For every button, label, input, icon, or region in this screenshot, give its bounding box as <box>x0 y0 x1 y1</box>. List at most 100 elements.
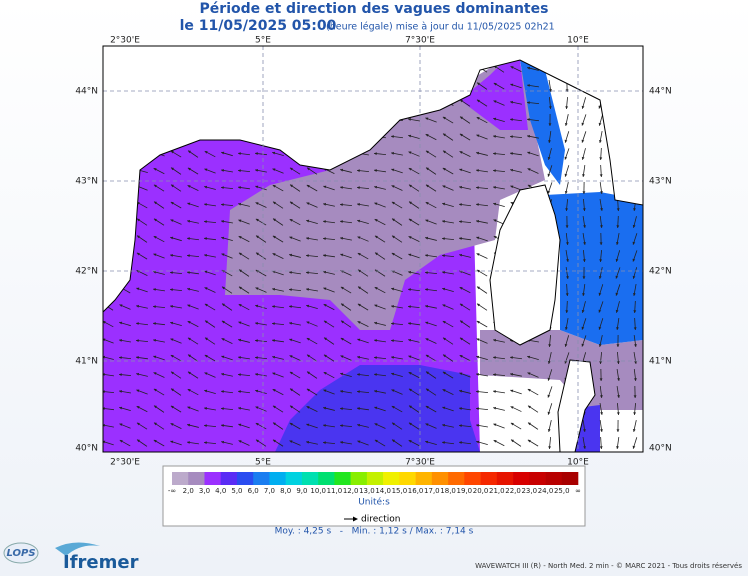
arrowhead <box>476 355 480 359</box>
arrowhead <box>459 372 463 376</box>
arrowhead <box>408 305 411 309</box>
arrowhead <box>493 236 497 239</box>
arrowhead <box>425 321 429 325</box>
arrowhead <box>633 378 637 381</box>
arrowhead <box>425 304 428 308</box>
arrowhead <box>204 441 207 445</box>
arrowhead <box>272 322 275 326</box>
arrowhead <box>340 253 344 257</box>
arrowhead <box>340 390 343 393</box>
sea-blue-east <box>545 192 643 345</box>
arrowhead <box>374 321 378 325</box>
arrowhead <box>565 208 569 211</box>
colorbar-cell <box>366 472 384 485</box>
arrowhead <box>255 406 259 410</box>
unit: Unité:s <box>358 497 390 508</box>
arrowhead <box>119 338 122 342</box>
arrowhead <box>634 361 637 364</box>
arrowhead <box>527 118 530 122</box>
arrowhead <box>119 321 123 325</box>
arrowhead <box>459 337 463 341</box>
arrowhead <box>306 219 310 223</box>
arrowhead <box>510 100 513 104</box>
arrowhead <box>616 225 620 228</box>
arrowhead <box>564 360 568 364</box>
arrowhead <box>340 338 344 341</box>
colorbar-cell <box>285 472 303 485</box>
arrowhead <box>323 270 327 274</box>
arrowhead <box>290 388 294 392</box>
arrowhead <box>459 203 462 207</box>
arrowhead <box>221 407 224 411</box>
arrowhead <box>238 373 241 377</box>
arrowhead <box>204 355 208 358</box>
arrowhead <box>425 254 428 257</box>
arrowhead <box>306 423 310 427</box>
arrowhead <box>171 167 175 171</box>
arrowhead <box>599 157 603 160</box>
arrowhead <box>289 355 293 358</box>
arrowhead <box>187 423 191 427</box>
arrowhead <box>633 412 637 415</box>
arrowhead <box>598 326 602 330</box>
arrowhead <box>632 293 636 296</box>
arrowhead <box>392 218 396 222</box>
arrowhead <box>527 389 531 392</box>
arrowhead <box>272 439 276 443</box>
arrowhead <box>238 202 242 206</box>
arrowhead <box>391 135 394 139</box>
arrowhead <box>527 151 531 155</box>
arrowhead <box>357 423 361 427</box>
arrowhead <box>565 310 569 313</box>
arrowhead <box>153 184 157 188</box>
arrowhead <box>598 343 602 347</box>
arrowhead <box>443 150 446 154</box>
arrowhead <box>476 321 480 324</box>
arrowhead <box>527 84 530 87</box>
arrowhead <box>598 309 602 313</box>
arrowhead <box>238 423 242 427</box>
arrowhead <box>103 355 106 359</box>
arrowhead <box>255 373 258 376</box>
arrowhead <box>187 304 191 308</box>
arrowhead <box>255 185 259 189</box>
arrowhead <box>255 287 259 290</box>
ifremer-logo: Ifremer <box>63 552 139 573</box>
arrowhead <box>137 439 141 443</box>
colorbar-label: 18,0 <box>440 487 456 495</box>
arrowhead <box>221 355 225 359</box>
colorbar-label: 21,0 <box>489 487 505 495</box>
arrowhead <box>633 327 637 330</box>
arrowhead <box>289 371 293 375</box>
arrowhead <box>187 219 191 223</box>
longitude-label: 7°30'E <box>405 458 435 468</box>
arrowhead <box>476 373 479 376</box>
arrowhead <box>340 441 343 444</box>
arrowhead <box>425 440 429 444</box>
arrowhead <box>443 133 447 137</box>
arrowhead <box>632 445 636 449</box>
arrowhead <box>153 218 157 222</box>
arrowhead <box>510 372 513 376</box>
arrowhead <box>425 219 429 223</box>
arrowhead <box>306 202 310 205</box>
arrowhead <box>136 389 140 393</box>
colorbar-cell <box>188 472 205 485</box>
arrowhead <box>476 151 480 155</box>
arrowhead <box>272 185 276 188</box>
arrowhead <box>459 355 463 358</box>
arrowhead <box>374 373 377 377</box>
colorbar-cell <box>301 472 319 485</box>
colorbar-label: 20,0 <box>473 487 489 495</box>
arrowhead <box>306 338 310 341</box>
arrowhead <box>391 356 394 359</box>
arrowhead <box>408 288 411 292</box>
arrowhead <box>581 122 585 126</box>
map-frame <box>102 45 644 453</box>
arrowhead <box>510 83 514 87</box>
arrowhead <box>459 185 462 189</box>
arrowhead <box>187 237 190 241</box>
arrowhead <box>581 105 585 109</box>
arrowhead <box>306 354 310 358</box>
arrowhead <box>565 106 569 109</box>
